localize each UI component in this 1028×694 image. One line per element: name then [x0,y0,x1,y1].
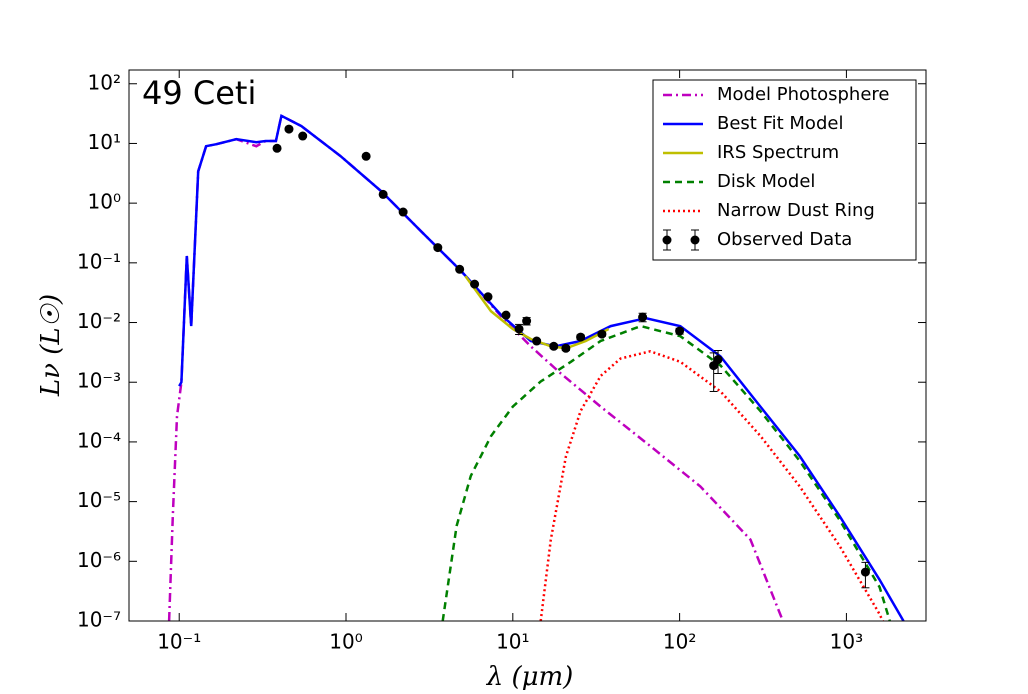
data-point [561,343,571,353]
legend-marker [690,235,700,245]
data-point [398,207,408,217]
data-point [483,292,493,302]
data-point [501,310,511,320]
data-point [514,324,524,334]
legend-label: Observed Data [717,229,852,250]
legend-label: Disk Model [717,171,815,192]
y-tick-label: 10⁰ [88,190,121,214]
data-point [675,326,685,336]
y-tick-label: 10² [88,70,121,94]
data-point [532,336,542,346]
legend-label: IRS Spectrum [717,142,839,163]
x-tick-label: 10⁰ [329,630,362,654]
data-point [470,279,480,289]
x-axis-label: λ (μm) [486,662,574,690]
y-axis-label: Lν (L☉) [36,294,66,397]
data-point [284,124,294,134]
data-point [455,264,465,274]
legend-label: Narrow Dust Ring [717,200,875,221]
data-point [522,316,532,326]
data-point [860,567,870,577]
y-tick-label: 10⁻⁵ [77,488,121,512]
data-point [361,151,371,161]
data-point [549,341,559,351]
y-tick-label: 10⁻⁷ [77,608,121,632]
plot-frame [128,69,927,622]
x-tick-label: 10² [663,630,696,654]
annotation: 49 Ceti [142,74,256,112]
data-point [272,143,282,153]
data-point [713,355,723,365]
y-tick-label: 10⁻² [77,309,121,333]
data-point [433,243,443,253]
x-tick-label: 10³ [830,630,863,654]
legend-marker [662,235,672,245]
series-line [441,324,891,621]
y-tick-label: 10⁻³ [77,369,121,393]
y-tick-label: 10⁻⁶ [77,548,121,572]
x-tick-label: 10¹ [496,630,529,654]
data-point [576,332,586,342]
data-point [638,312,648,322]
data-point [298,131,308,141]
y-tick-label: 10⁻⁴ [77,428,121,452]
data-point [378,189,388,199]
data-point [597,329,607,339]
legend-label: Best Fit Model [717,113,843,134]
legend-label: Model Photosphere [717,84,889,105]
x-tick-label: 10⁻¹ [157,630,201,654]
y-tick-label: 10¹ [88,130,121,154]
y-tick-label: 10⁻¹ [77,249,121,273]
plot-area [167,113,905,621]
